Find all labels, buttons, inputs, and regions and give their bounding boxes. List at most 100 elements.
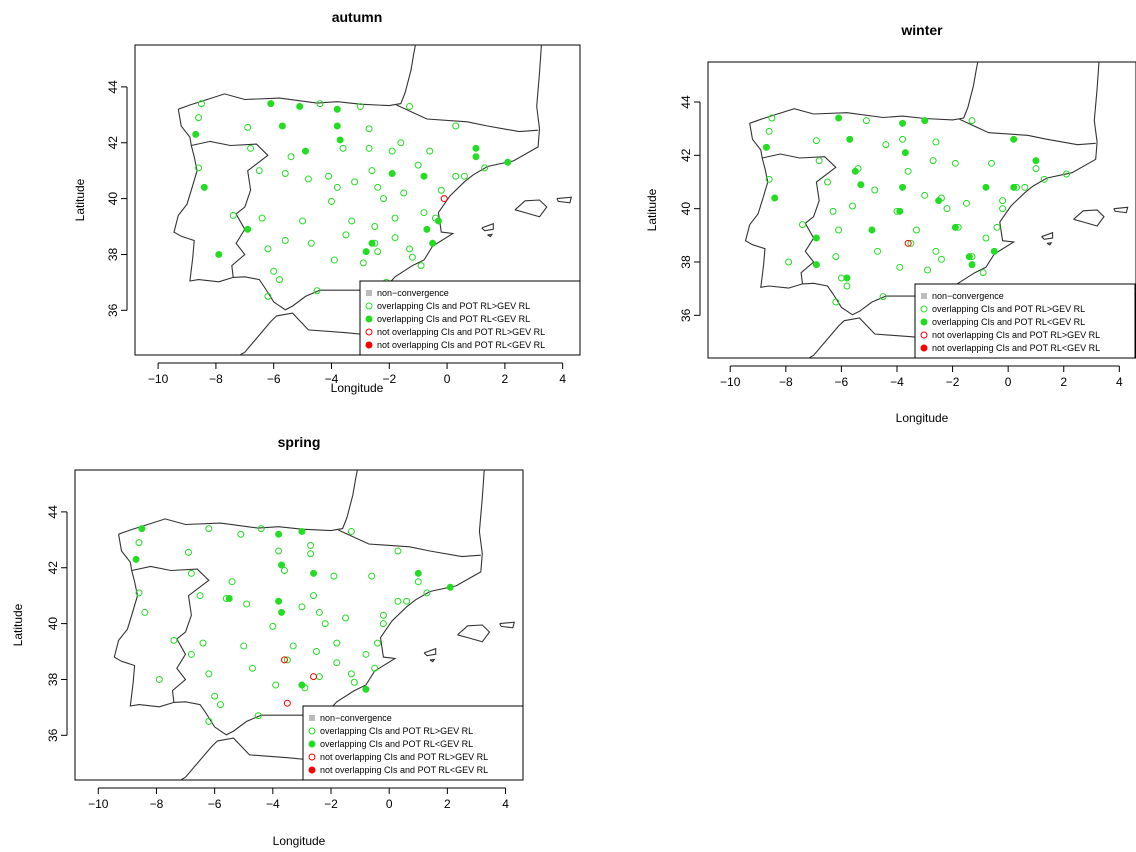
legend-symbol — [365, 315, 373, 323]
station-overlap-pot-gt-gev — [281, 169, 289, 177]
station-overlap-pot-gt-gev — [155, 675, 163, 683]
station-overlap-pot-gt-gev — [269, 622, 277, 630]
legend-entry: non−convergence — [320, 713, 392, 723]
station-overlap-pot-gt-gev — [205, 525, 213, 533]
legend-symbol — [308, 766, 316, 774]
y-tick-label: 44 — [46, 505, 60, 519]
station-overlap-pot-gt-gev — [228, 578, 236, 586]
coast-line — [1046, 242, 1053, 246]
legend: non−convergence overlapping CIs and POT R… — [359, 280, 581, 356]
station-overlap-pot-gt-gev — [982, 234, 990, 242]
coastline — [744, 62, 1136, 358]
station-overlap-pot-gt-gev — [871, 186, 879, 194]
station-overlap-pot-gt-gev — [371, 664, 379, 672]
station-overlap-pot-gt-gev — [1040, 175, 1048, 183]
legend-entry: not overlapping CIs and POT RL<GEV RL — [320, 765, 488, 775]
legend-box — [359, 280, 581, 356]
station-overlap-pot-gt-gev — [943, 205, 951, 213]
legend-symbol — [920, 344, 928, 352]
station-overlap-pot-gt-gev — [1021, 183, 1029, 191]
station-overlap-pot-lt-gev — [762, 143, 770, 151]
legend-box — [914, 283, 1136, 359]
station-overlap-pot-lt-gev — [200, 183, 208, 191]
station-overlap-pot-gt-gev — [350, 678, 358, 686]
station-overlap-pot-gt-gev — [406, 245, 414, 253]
station-overlap-pot-lt-gev — [472, 144, 480, 152]
station-overlap-pot-gt-gev — [281, 236, 289, 244]
x-tick-label: −8 — [150, 797, 164, 811]
station-overlap-pot-gt-gev — [979, 269, 987, 277]
station-overlap-pot-gt-gev — [1063, 170, 1071, 178]
station-overlap-pot-gt-gev — [283, 656, 291, 664]
map-panel-winter: −10 −8 −6 −4 −2 0 2 4 36 38 40 42 44 non−convergenc… — [645, 22, 1136, 425]
station-overlap-pot-gt-gev — [244, 123, 252, 131]
x-tick-label: −10 — [720, 375, 741, 389]
station-overlap-pot-lt-gev — [414, 569, 422, 577]
station-overlap-pot-lt-gev — [296, 102, 304, 110]
station-overlap-pot-gt-gev — [368, 167, 376, 175]
legend-symbol — [920, 318, 928, 326]
map-plot-winter: −10 −8 −6 −4 −2 0 2 4 36 38 40 42 44 non−convergenc… — [645, 22, 1136, 425]
x-tick-label: −2 — [382, 372, 396, 386]
legend-symbol — [365, 341, 373, 349]
station-overlap-pot-gt-gev — [365, 144, 373, 152]
station-overlap-pot-lt-gev — [336, 136, 344, 144]
station-overlap-pot-gt-gev — [391, 214, 399, 222]
station-overlap-pot-gt-gev — [310, 592, 318, 600]
legend-symbol — [365, 302, 373, 310]
station-overlap-pot-lt-gev — [843, 274, 851, 282]
station-overlap-pot-gt-gev — [371, 223, 379, 231]
station-overlap-pot-gt-gev — [921, 191, 929, 199]
coast-line — [556, 196, 573, 204]
station-overlap-pot-lt-gev — [846, 135, 854, 143]
station-overlap-pot-gt-gev — [874, 247, 882, 255]
station-overlap-pot-lt-gev — [423, 225, 431, 233]
x-tick-label: 0 — [444, 372, 451, 386]
station-overlap-pot-lt-gev — [857, 181, 865, 189]
station-overlap-pot-lt-gev — [278, 561, 286, 569]
coast-line — [338, 529, 481, 558]
x-tick-label: −4 — [325, 372, 339, 386]
station-overlap-pot-gt-gev — [835, 226, 843, 234]
station-overlap-pot-gt-gev — [417, 262, 425, 270]
station-overlap-pot-gt-gev — [987, 159, 995, 167]
legend-entry: not overlapping CIs and POT RL>GEV RL — [932, 330, 1100, 340]
x-tick-label: 2 — [1060, 375, 1067, 389]
legend-symbol — [366, 290, 372, 296]
y-tick-label: 36 — [679, 308, 693, 322]
station-overlap-pot-lt-gev — [138, 525, 146, 533]
station-not-overlap-pot-gt-gev — [904, 239, 912, 247]
station-overlap-pot-lt-gev — [812, 261, 820, 269]
station-overlap-pot-gt-gev — [374, 639, 382, 647]
station-not-overlap-pot-gt-gev — [283, 699, 291, 707]
station-overlap-pot-lt-gev — [899, 183, 907, 191]
station-overlap-pot-gt-gev — [205, 717, 213, 725]
x-tick-label: −10 — [148, 372, 169, 386]
station-overlap-pot-lt-gev — [132, 555, 140, 563]
x-tick-label: −6 — [835, 375, 849, 389]
station-overlap-pot-gt-gev — [420, 209, 428, 217]
station-overlap-pot-gt-gev — [342, 231, 350, 239]
station-overlap-pot-gt-gev — [388, 147, 396, 155]
coast-line — [178, 45, 417, 110]
x-tick-label: 2 — [502, 372, 509, 386]
y-tick-label: 44 — [679, 95, 693, 109]
station-overlap-pot-gt-gev — [264, 292, 272, 300]
station-overlap-pot-gt-gev — [932, 247, 940, 255]
station-overlap-pot-gt-gev — [765, 127, 773, 135]
station-overlap-pot-lt-gev — [429, 239, 437, 247]
legend-entry: non−convergence — [377, 288, 449, 298]
x-tick-label: −6 — [208, 797, 222, 811]
station-overlap-pot-lt-gev — [192, 130, 200, 138]
station-overlap-pot-lt-gev — [388, 169, 396, 177]
station-overlap-pot-gt-gev — [347, 670, 355, 678]
station-overlap-pot-lt-gev — [771, 194, 779, 202]
legend-entry: overlapping CIs and POT RL<GEV RL — [932, 317, 1085, 327]
coast-line — [514, 199, 548, 218]
station-overlap-pot-gt-gev — [904, 167, 912, 175]
station-overlap-pot-gt-gev — [452, 122, 460, 130]
station-overlap-pot-lt-gev — [1032, 157, 1040, 165]
x-tick-label: 0 — [386, 797, 393, 811]
station-overlap-pot-gt-gev — [275, 276, 283, 284]
station-overlap-pot-lt-gev — [298, 527, 306, 535]
